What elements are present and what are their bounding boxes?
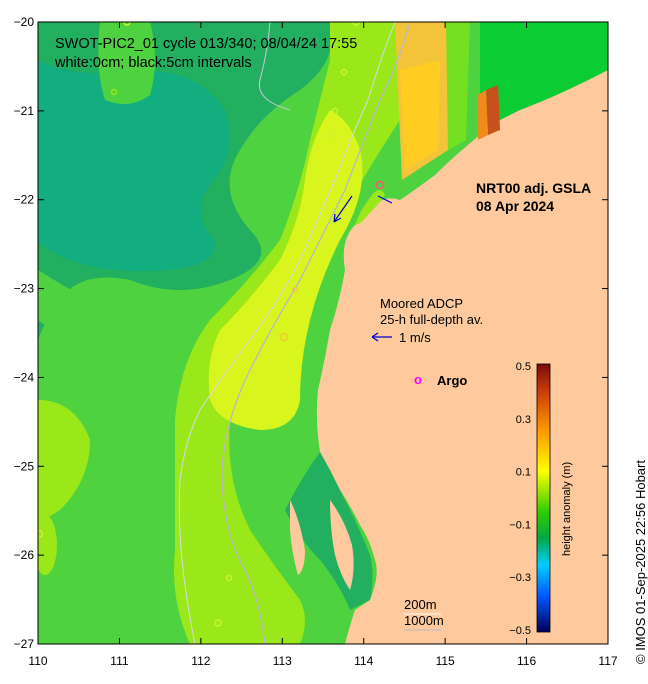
copyright-credit: © IMOS 01-Sep-2025 22:56 Hobart (633, 460, 648, 664)
lime-band-west (38, 400, 90, 520)
swath-high-cells (400, 60, 440, 170)
colorbar-gradient (536, 363, 551, 633)
y-tick-label: −20 (14, 15, 35, 29)
y-tick-label: −23 (14, 282, 35, 296)
colorbar-tick-label: −0.1 (509, 519, 531, 531)
isobath-200m (178, 22, 396, 644)
argo-float-marker (225, 574, 233, 582)
isobath-label-200m: 200m (404, 597, 437, 612)
adcp-legend-line2: 25-h full-depth av. (380, 312, 483, 327)
australia-coast-land (316, 22, 608, 644)
adcp-scale-arrow (371, 332, 392, 342)
adcp-scale-arrow-head (371, 332, 379, 342)
x-tick-label: 116 (517, 654, 536, 668)
colorbar-tick-label: −0.3 (509, 572, 531, 584)
map-header-line2: white:0cm; black:5cm intervals (54, 55, 252, 71)
colorbar: 0.5 0.3 0.1 −0.1 −0.3 −0.5 height anomaly (m) (509, 361, 573, 637)
product-date: 08 Apr 2024 (476, 198, 554, 214)
colorbar-tick-label: 0.1 (516, 467, 531, 479)
moderate-band-north (98, 22, 155, 104)
shark-bay-peninsula (330, 500, 354, 590)
argo-float-marker (214, 619, 222, 627)
y-tick-label: −27 (14, 637, 35, 651)
adcp-scale-label: 1 m/s (399, 330, 431, 345)
north-west-cape-water (355, 190, 385, 225)
argo-float-marker (110, 88, 118, 96)
y-tick-label: −25 (14, 459, 35, 473)
y-tick-label: −22 (14, 193, 35, 207)
float-markers (38, 22, 385, 627)
argo-float-marker (291, 286, 299, 294)
isobath-label-1000m: 1000m (404, 613, 444, 628)
y-tick-label: −24 (14, 370, 35, 384)
product-name: NRT00 adj. GSLA (476, 180, 591, 196)
swath-far-field (480, 22, 608, 130)
map-header-line1: SWOT-PIC2_01 cycle 013/340; 08/04/24 17:… (55, 36, 357, 52)
colorbar-tick-label: −0.5 (509, 625, 531, 637)
island-dirk-hartog (290, 500, 305, 575)
colorbar-tick-label: 0.3 (516, 414, 531, 426)
x-tick-label: 111 (110, 654, 129, 668)
x-tick-label: 117 (598, 654, 617, 668)
swath-warm-cells (478, 90, 488, 140)
y-axis: −20 −21 −22 −23 −24 −25 −26 −27 (14, 15, 608, 651)
argo-float-marker (38, 529, 44, 539)
x-tick-label: 115 (436, 654, 455, 668)
argo-float-marker (279, 332, 289, 342)
y-tick-label: −21 (14, 104, 35, 118)
argo-float-marker (123, 22, 131, 26)
argo-float-marker (331, 107, 339, 115)
adcp-velocity-arrow (333, 195, 353, 223)
high-anomaly-patch-sw (38, 515, 57, 575)
isobath-shelf-edge (258, 22, 291, 111)
isobath-1000m (221, 22, 411, 644)
sea-level-field (38, 22, 608, 644)
x-tick-label: 112 (191, 654, 210, 668)
colorbar-label: height anomaly (m) (561, 462, 573, 556)
adcp-velocity-arrow (377, 195, 393, 204)
argo-legend-label: Argo (437, 373, 467, 388)
lime-patch-south (210, 580, 260, 644)
lowest-anomaly-region (38, 60, 230, 272)
current-vectors (333, 195, 393, 223)
x-tick-label: 110 (28, 654, 47, 668)
argo-float-marker (375, 180, 385, 190)
argo-float-marker (352, 22, 360, 26)
adcp-legend-line1: Moored ADCP (380, 296, 463, 311)
argo-legend-symbol: o (414, 372, 422, 387)
swot-swath (395, 22, 608, 180)
y-tick-label: −26 (14, 548, 35, 562)
colorbar-ticks: 0.5 0.3 0.1 −0.1 −0.3 −0.5 (509, 361, 531, 637)
argo-float-marker (44, 375, 52, 383)
high-anomaly-tongue (208, 110, 363, 430)
plot-frame (37, 21, 609, 645)
swath-offshore-band (446, 22, 470, 150)
x-tick-label: 114 (354, 654, 373, 668)
argo-float-marker (326, 131, 334, 139)
x-tick-label: 113 (273, 654, 292, 668)
colorbar-tick-label: 0.5 (516, 361, 531, 373)
x-axis: 110 111 112 113 114 115 116 117 (28, 22, 618, 668)
argo-float-marker (340, 68, 348, 76)
moderate-band-west (38, 270, 91, 330)
swath-peak-anomaly (486, 85, 500, 135)
